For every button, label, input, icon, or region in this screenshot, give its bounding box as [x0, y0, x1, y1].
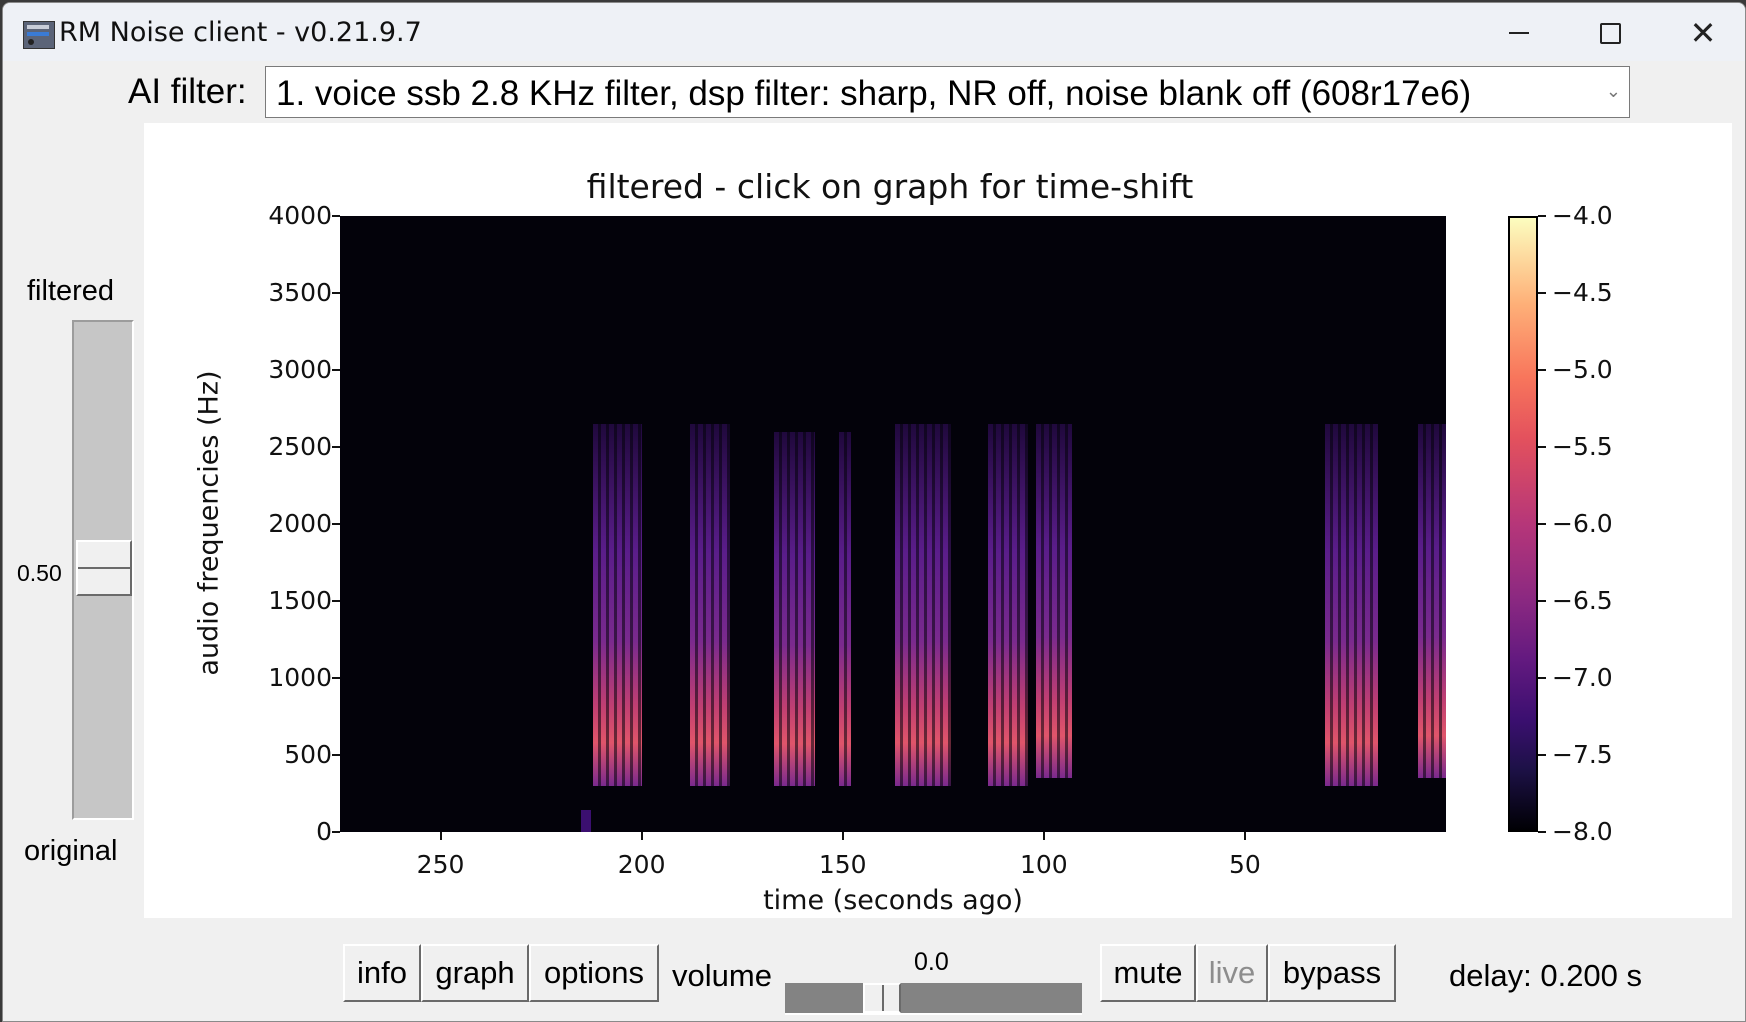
x-tick-label: 250: [416, 850, 465, 879]
y-tick-label: 500: [284, 740, 332, 769]
x-tick-mark: [1243, 832, 1246, 840]
title-bar[interactable]: RM Noise client - v0.21.9.7 ✕: [3, 3, 1745, 61]
options-button[interactable]: options: [529, 944, 659, 1002]
colorbar-tick-mark: [1538, 754, 1546, 756]
spectrogram-panel: filtered - click on graph for time-shift…: [144, 123, 1732, 918]
colorbar-tick-label: −7.0: [1552, 663, 1613, 692]
graph-button[interactable]: graph: [421, 944, 529, 1002]
y-tick-label: 3500: [268, 278, 332, 307]
y-axis-label: audio frequencies (Hz): [193, 370, 225, 676]
speech-burst: [838, 431, 851, 786]
y-tick-label: 1500: [268, 586, 332, 615]
y-tick-mark: [332, 831, 340, 833]
colorbar-tick-mark: [1538, 600, 1546, 602]
mix-slider-handle[interactable]: [76, 540, 132, 596]
colorbar-tick-label: −7.5: [1552, 740, 1613, 769]
x-axis-label: time (seconds ago): [763, 885, 1023, 916]
y-tick-mark: [332, 754, 340, 756]
colorbar-tick-label: −5.0: [1552, 355, 1613, 384]
maximize-button[interactable]: [1580, 13, 1640, 53]
delay-status: delay: 0.200 s: [1449, 958, 1643, 993]
spectrogram-plot[interactable]: [340, 216, 1446, 832]
colorbar-tick-label: −6.5: [1552, 586, 1613, 615]
chart-title: filtered - click on graph for time-shift: [586, 167, 1194, 206]
bypass-button[interactable]: bypass: [1268, 944, 1396, 1002]
y-tick-mark: [332, 292, 340, 294]
x-tick-mark: [439, 832, 442, 840]
window-title: RM Noise client - v0.21.9.7: [59, 17, 422, 48]
mix-label-original: original: [24, 835, 118, 867]
speech-burst: [1035, 423, 1072, 779]
colorbar-tick-mark: [1538, 369, 1546, 371]
colorbar-tick-label: −8.0: [1552, 817, 1613, 846]
x-tick-mark: [640, 832, 643, 840]
speech-burst: [987, 423, 1028, 786]
volume-slider[interactable]: [785, 983, 1082, 1015]
volume-value: 0.0: [914, 948, 949, 976]
y-tick-mark: [332, 215, 340, 217]
y-tick-mark: [332, 523, 340, 525]
speech-burst: [1417, 423, 1446, 779]
mute-button[interactable]: mute: [1100, 944, 1196, 1002]
y-tick-label: 0: [316, 817, 332, 846]
speech-burst: [774, 431, 815, 786]
y-tick-mark: [332, 600, 340, 602]
low-freq-blip: [581, 810, 592, 832]
speech-burst: [1325, 423, 1378, 786]
colorbar-tick-mark: [1538, 215, 1546, 217]
ai-filter-dropdown[interactable]: 1. voice ssb 2.8 KHz filter, dsp filter:…: [265, 66, 1630, 118]
mix-slider[interactable]: [72, 320, 134, 820]
info-button[interactable]: info: [343, 944, 421, 1002]
mix-label-filtered: filtered: [27, 275, 115, 307]
y-tick-label: 4000: [268, 201, 332, 230]
close-button[interactable]: ✕: [1673, 13, 1733, 53]
y-tick-label: 2500: [268, 432, 332, 461]
speech-burst: [895, 423, 952, 786]
colorbar-tick-mark: [1538, 292, 1546, 294]
chevron-down-icon: ⌄: [1605, 81, 1621, 101]
x-tick-label: 50: [1229, 850, 1261, 879]
colorbar-tick-mark: [1538, 523, 1546, 525]
x-tick-mark: [1042, 832, 1045, 840]
maximize-icon: [1599, 22, 1621, 44]
y-tick-mark: [332, 446, 340, 448]
minimize-button[interactable]: [1489, 13, 1549, 53]
y-tick-mark: [332, 369, 340, 371]
colorbar: [1508, 216, 1538, 832]
minimize-icon: [1509, 32, 1529, 34]
close-icon: ✕: [1689, 14, 1717, 52]
ai-filter-selected: 1. voice ssb 2.8 KHz filter, dsp filter:…: [276, 74, 1472, 113]
colorbar-tick-mark: [1538, 831, 1546, 833]
colorbar-tick-mark: [1538, 446, 1546, 448]
colorbar-tick-mark: [1538, 677, 1546, 679]
app-icon: [23, 21, 55, 49]
colorbar-tick-label: −4.0: [1552, 201, 1613, 230]
x-tick-label: 150: [818, 850, 867, 879]
colorbar-tick-label: −5.5: [1552, 432, 1613, 461]
ai-filter-label: AI filter:: [128, 72, 247, 111]
y-tick-label: 3000: [268, 355, 332, 384]
live-button[interactable]: live: [1196, 944, 1268, 1002]
speech-burst: [689, 423, 731, 786]
volume-slider-handle[interactable]: [863, 983, 901, 1013]
colorbar-tick-label: −6.0: [1552, 509, 1613, 538]
x-tick-mark: [841, 832, 844, 840]
volume-label: volume: [672, 958, 772, 993]
y-tick-mark: [332, 677, 340, 679]
colorbar-tick-label: −4.5: [1552, 278, 1613, 307]
x-tick-label: 200: [617, 850, 666, 879]
speech-burst: [593, 423, 642, 786]
mix-slider-value: 0.50: [17, 560, 62, 586]
y-tick-label: 2000: [268, 509, 332, 538]
y-tick-label: 1000: [268, 663, 332, 692]
x-tick-label: 100: [1019, 850, 1068, 879]
